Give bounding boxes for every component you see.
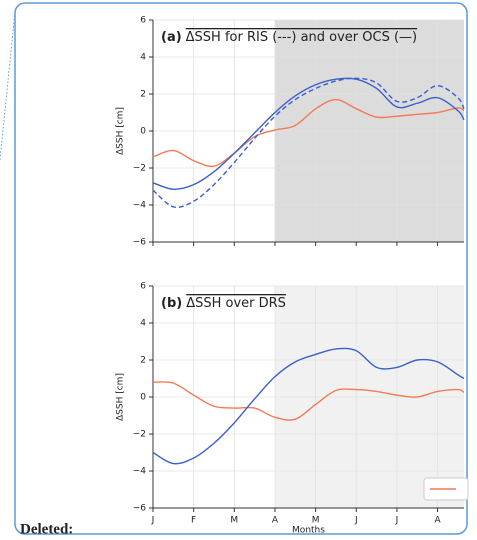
x-tick-label: A [434, 516, 441, 526]
connector [0, 11, 16, 161]
chart-title-text: ΔSSH over DRS [186, 296, 286, 311]
y-tick-label: −2 [133, 430, 146, 440]
y-tick-label: −4 [133, 201, 147, 211]
x-tick-label: M [312, 516, 320, 526]
comment-frame [14, 2, 468, 535]
y-axis-label: ΔSSH [cm] [116, 107, 126, 155]
y-tick-label: −4 [133, 467, 147, 477]
y-tick-label: 2 [140, 356, 146, 366]
series-line [152, 347, 465, 465]
y-tick-label: 0 [140, 127, 146, 137]
x-tick-label: A [272, 516, 279, 526]
chart-title: (b) ΔSSH over DRS [161, 296, 286, 311]
chart-title-tag: (b) [161, 296, 182, 311]
y-tick-label: 6 [140, 282, 146, 292]
y-tick-label: 6 [140, 16, 146, 26]
series-line [152, 98, 465, 168]
y-axis-label: ΔSSH [cm] [116, 373, 126, 421]
x-tick-label: F [191, 516, 196, 526]
y-tick-label: 4 [140, 319, 146, 329]
x-tick-label: J [354, 516, 358, 526]
x-axis-label: Months [292, 526, 325, 536]
series-line [152, 77, 465, 190]
x-tick-label: J [151, 516, 155, 526]
series-line [152, 381, 465, 421]
chart-title-text: ΔSSH for RIS (---) and over OCS (—) [186, 30, 417, 45]
chart-title: (a) ΔSSH for RIS (---) and over OCS (—) [161, 30, 417, 45]
y-tick-label: −2 [133, 164, 146, 174]
chart-title-tag: (a) [161, 30, 182, 45]
series-line [152, 77, 465, 208]
deleted-label: Deleted: [20, 521, 73, 537]
y-tick-label: 2 [140, 90, 146, 100]
x-tick-label: J [395, 516, 399, 526]
y-tick-label: 4 [140, 53, 146, 63]
y-tick-label: 0 [140, 393, 146, 403]
x-tick-label: M [230, 516, 238, 526]
y-tick-label: −6 [133, 238, 147, 248]
y-tick-label: −6 [133, 504, 147, 514]
